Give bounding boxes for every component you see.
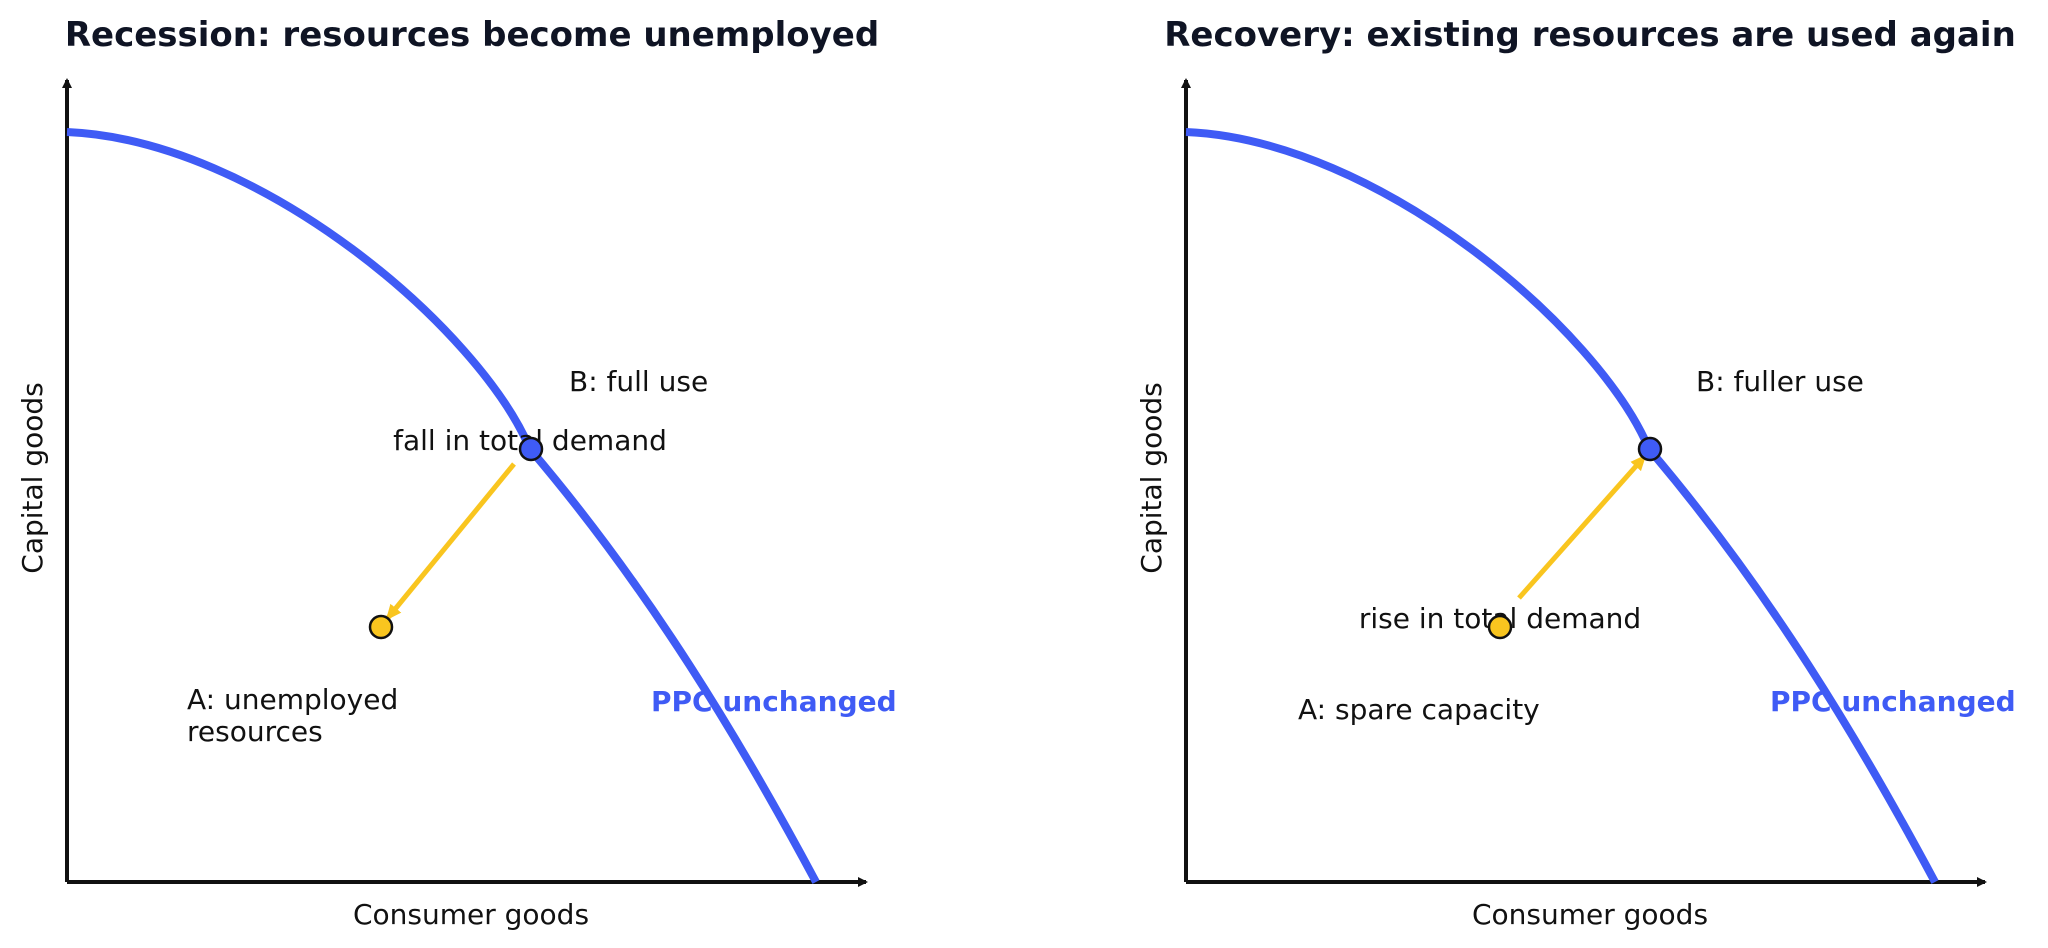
point-a-label: A: spare capacity bbox=[1298, 693, 1540, 726]
point-a-label: A: unemployed resources bbox=[187, 683, 407, 748]
point-a-label-line: resources bbox=[187, 715, 323, 748]
panel-title: Recession: resources become unemployed bbox=[65, 15, 879, 55]
point-a-label-line: A: unemployed bbox=[187, 683, 398, 716]
ppc-curve bbox=[1185, 128, 1939, 884]
x-axis-label: Consumer goods bbox=[1472, 898, 1708, 931]
panel-recovery: Recovery: existing resources are used ag… bbox=[1135, 15, 2016, 931]
point-b-label: B: fuller use bbox=[1696, 365, 1864, 398]
ppc-label: PPC unchanged bbox=[1770, 685, 2016, 718]
point-b bbox=[1637, 436, 1663, 462]
ppc-label: PPC unchanged bbox=[651, 685, 897, 718]
point-b-label: B: full use bbox=[569, 365, 708, 398]
x-axis-label: Consumer goods bbox=[353, 898, 589, 931]
point-b bbox=[518, 436, 544, 462]
demand-arrow bbox=[1517, 454, 1647, 600]
demand-arrow bbox=[385, 462, 516, 621]
point-a bbox=[368, 614, 394, 640]
y-axis-label: Capital goods bbox=[1135, 382, 1168, 573]
panel-title: Recovery: existing resources are used ag… bbox=[1164, 15, 2016, 55]
y-axis-label: Capital goods bbox=[16, 382, 49, 573]
ppc-curve bbox=[66, 128, 820, 884]
panel-recession: Recession: resources become unemployed C… bbox=[16, 15, 897, 931]
point-a bbox=[1487, 614, 1513, 640]
